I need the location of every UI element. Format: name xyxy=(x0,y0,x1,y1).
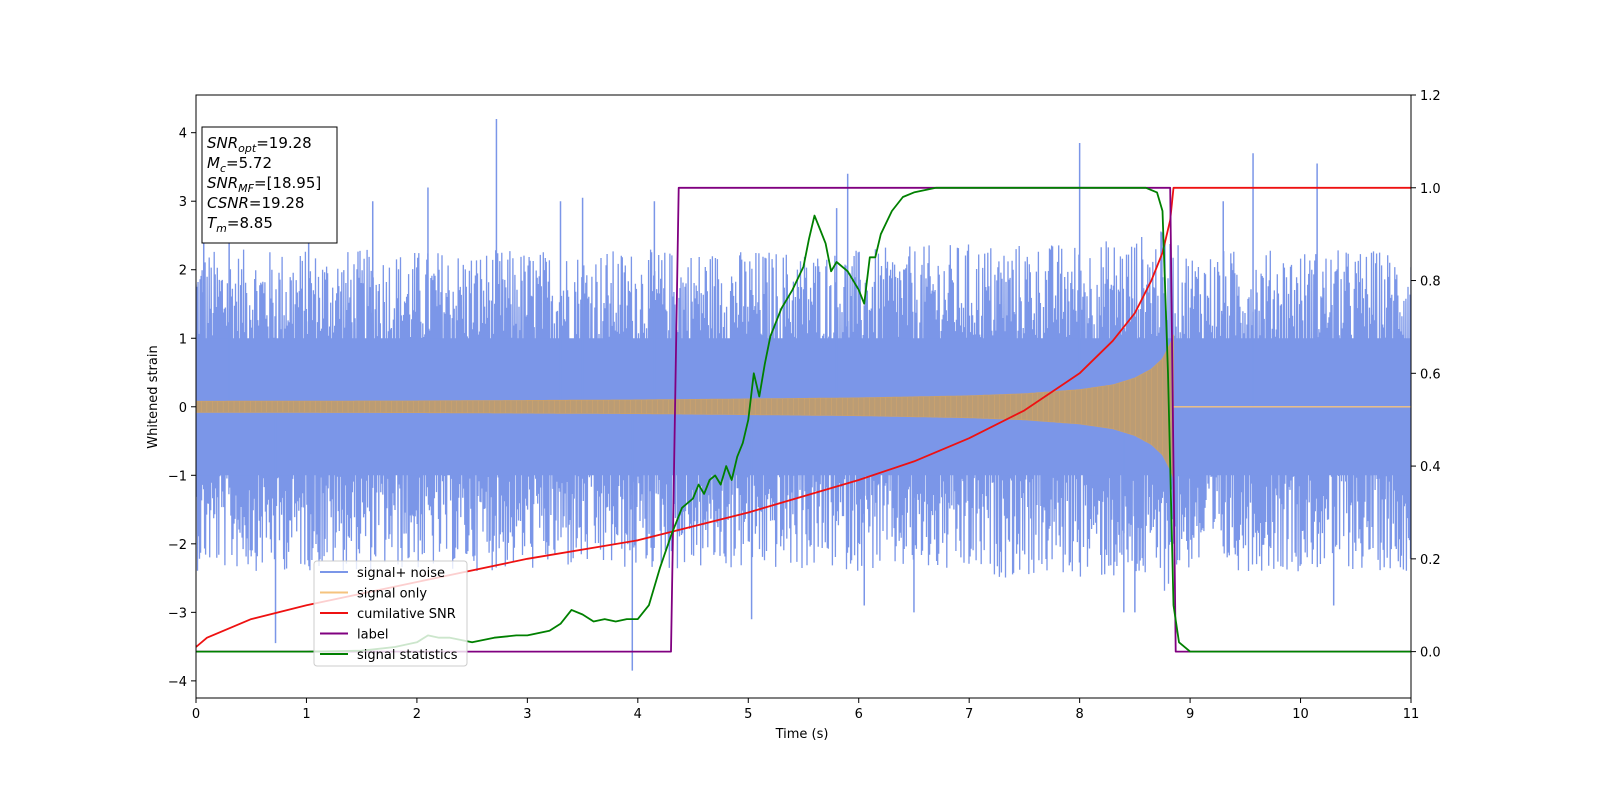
x-tick-label: 5 xyxy=(744,707,752,722)
x-tick-label: 3 xyxy=(523,707,531,722)
y-left-tick-label: −3 xyxy=(168,606,187,621)
y-left-tick-label: 0 xyxy=(179,401,187,416)
info-line: CSNR=19.28 xyxy=(207,194,304,212)
y-left-tick-label: −4 xyxy=(168,675,187,690)
legend-frame xyxy=(313,560,468,667)
y-left-tick-label: 1 xyxy=(179,332,187,347)
plot-frame xyxy=(195,94,1412,699)
x-tick-label: 2 xyxy=(413,707,421,722)
series-line-signal-noise xyxy=(196,231,1411,591)
info-box-frame xyxy=(201,126,338,244)
info-box: SNRopt=19.28Mc=5.72SNRMF=[18.95]CSNR=19.… xyxy=(201,126,338,244)
legend-label-label: label xyxy=(357,628,388,643)
y-left-tick-label: −2 xyxy=(168,538,187,553)
x-axis: 0 1 2 3 4 5 6 7 8 9 10 11 xyxy=(192,698,1419,722)
y-right-tick-label: 0.0 xyxy=(1420,646,1441,661)
x-tick-label: 9 xyxy=(1186,707,1194,722)
x-tick-label: 0 xyxy=(192,707,200,722)
series-layer xyxy=(196,118,1411,671)
y-axis-left: −4 −3 −2 −1 0 1 2 3 4 xyxy=(168,127,196,690)
y-right-tick-label: 0.8 xyxy=(1420,275,1441,290)
x-tick-label: 6 xyxy=(855,707,863,722)
legend-label-cumilative-snr: cumilative SNR xyxy=(357,607,456,622)
x-tick-label: 11 xyxy=(1403,707,1420,722)
y-right-tick-label: 1.2 xyxy=(1420,89,1441,104)
y-right-tick-label: 0.6 xyxy=(1420,367,1441,382)
x-tick-label: 7 xyxy=(965,707,973,722)
legend-label-signal-statistics: signal statistics xyxy=(357,648,458,663)
info-line: Mc=5.72 xyxy=(207,154,272,175)
y-right-tick-label: 0.4 xyxy=(1420,460,1441,475)
y-right-tick-label: 1.0 xyxy=(1420,182,1441,197)
x-tick-label: 1 xyxy=(302,707,310,722)
x-tick-label: 4 xyxy=(634,707,642,722)
x-axis-title: Time (s) xyxy=(775,727,829,742)
info-line: Tm=8.85 xyxy=(207,214,273,235)
y-axis-right: 0.0 0.2 0.4 0.6 0.8 1.0 1.2 xyxy=(1411,89,1441,661)
info-line: SNRopt=19.28 xyxy=(207,134,312,155)
legend-label-signal-noise: signal+ noise xyxy=(357,566,445,581)
y-left-tick-label: 2 xyxy=(179,264,187,279)
y-left-tick-label: −1 xyxy=(168,469,187,484)
x-tick-label: 10 xyxy=(1292,707,1309,722)
legend: signal+ noise signal only cumilative SNR la… xyxy=(313,560,468,667)
y-left-tick-label: 4 xyxy=(179,127,187,142)
y-right-tick-label: 0.2 xyxy=(1420,553,1441,568)
y-left-tick-label: 3 xyxy=(179,195,187,210)
legend-label-signal-only: signal only xyxy=(357,587,427,602)
info-line: SNRMF=[18.95] xyxy=(207,174,321,195)
series-line-signal-statistics xyxy=(196,186,1411,653)
y-axis-title: Whitened strain xyxy=(146,345,161,448)
series-signal-statistics xyxy=(196,186,1411,653)
x-tick-label: 8 xyxy=(1075,707,1083,722)
